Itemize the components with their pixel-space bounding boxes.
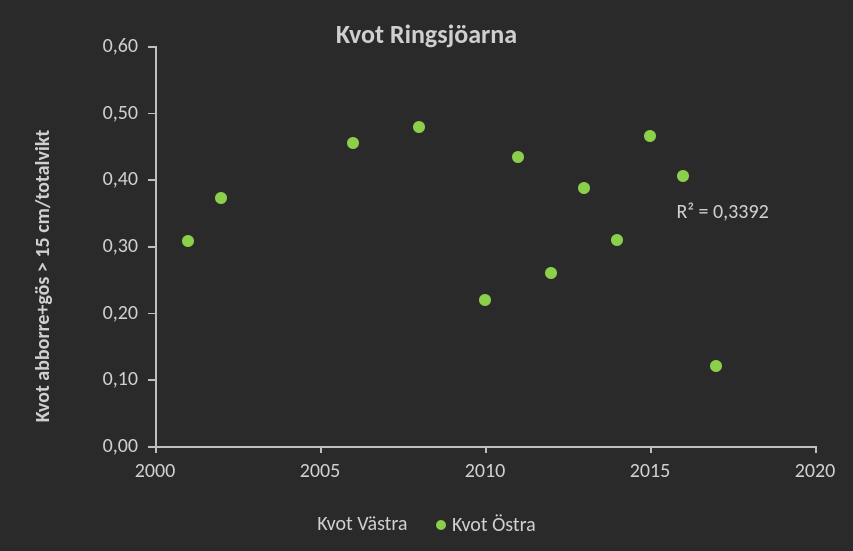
y-tick-label: 0,30 xyxy=(103,234,138,258)
data-point xyxy=(611,234,623,246)
y-tick-label: 0,60 xyxy=(103,34,138,58)
y-tick-label: 0,00 xyxy=(103,434,138,458)
x-tick-label: 2015 xyxy=(630,459,671,483)
x-tick-label: 2010 xyxy=(465,459,506,483)
y-tick-label: 0,10 xyxy=(103,367,138,391)
data-point xyxy=(644,130,656,142)
data-point xyxy=(545,267,557,279)
data-point xyxy=(182,235,194,247)
y-axis-line xyxy=(155,46,157,446)
data-point xyxy=(710,360,722,372)
data-point xyxy=(413,121,425,133)
y-tick xyxy=(148,313,155,315)
x-tick xyxy=(650,446,652,453)
data-point xyxy=(215,192,227,204)
y-tick-label: 0,20 xyxy=(103,301,138,325)
r-squared-annotation: R² = 0,3392 xyxy=(676,200,768,224)
x-tick-label: 2005 xyxy=(300,459,341,483)
legend-label-vastra: Kvot Västra xyxy=(317,512,407,536)
y-axis-label: Kvot abborre+gös > 15 cm/totalvikt xyxy=(31,129,55,422)
y-tick xyxy=(148,379,155,381)
x-tick xyxy=(155,446,157,453)
y-tick xyxy=(148,113,155,115)
chart-container: Kvot Ringsjöarna Kvot abborre+gös > 15 c… xyxy=(0,0,853,551)
x-tick xyxy=(320,446,322,453)
plot-area: 0,000,100,200,300,400,500,60200020052010… xyxy=(155,46,815,446)
data-point xyxy=(479,294,491,306)
y-tick xyxy=(148,46,155,48)
x-tick xyxy=(815,446,817,453)
legend-item-ostra: Kvot Östra xyxy=(436,513,536,537)
data-point xyxy=(578,182,590,194)
y-tick xyxy=(148,179,155,181)
x-tick-label: 2020 xyxy=(795,459,836,483)
y-tick-label: 0,50 xyxy=(103,101,138,125)
y-tick xyxy=(148,446,155,448)
x-tick xyxy=(485,446,487,453)
data-point xyxy=(677,170,689,182)
legend-item-vastra: Kvot Västra xyxy=(317,512,407,536)
y-tick-label: 0,40 xyxy=(103,167,138,191)
legend: Kvot Västra Kvot Östra xyxy=(0,512,853,537)
legend-marker-icon xyxy=(436,520,446,530)
data-point xyxy=(512,151,524,163)
data-point xyxy=(347,137,359,149)
x-tick-label: 2000 xyxy=(135,459,176,483)
legend-label-ostra: Kvot Östra xyxy=(452,513,536,537)
y-tick xyxy=(148,246,155,248)
